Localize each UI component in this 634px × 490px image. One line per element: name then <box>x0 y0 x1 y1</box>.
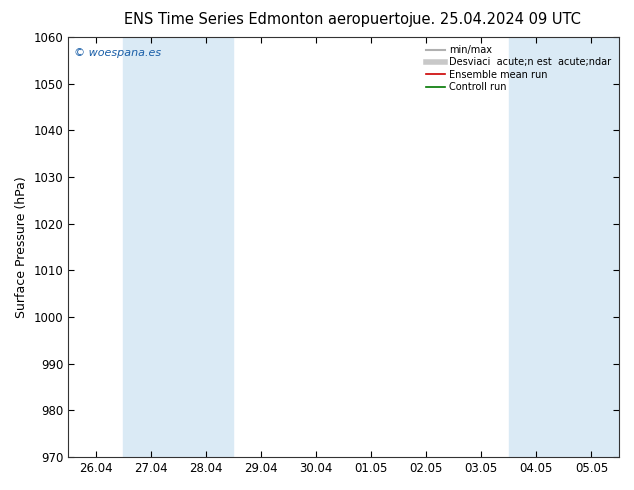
Bar <box>123 37 233 457</box>
Legend: min/max, Desviaci  acute;n est  acute;ndar, Ensemble mean run, Controll run: min/max, Desviaci acute;n est acute;ndar… <box>423 42 614 95</box>
Bar <box>509 37 619 457</box>
Text: ENS Time Series Edmonton aeropuerto: ENS Time Series Edmonton aeropuerto <box>124 12 409 27</box>
Y-axis label: Surface Pressure (hPa): Surface Pressure (hPa) <box>15 176 28 318</box>
Text: jue. 25.04.2024 09 UTC: jue. 25.04.2024 09 UTC <box>408 12 581 27</box>
Text: © woespana.es: © woespana.es <box>74 48 161 58</box>
